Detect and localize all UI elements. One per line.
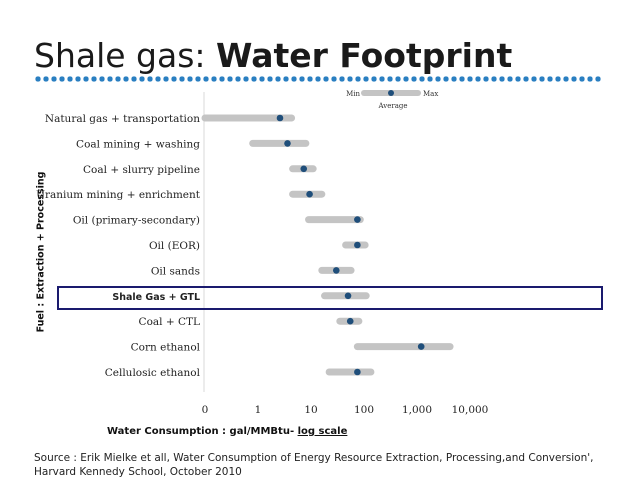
average-dot [284,140,291,147]
x-tick-label: 1,000 [402,404,432,416]
average-dot [346,317,354,325]
row-label: Oil (primary-secondary) [73,215,200,227]
chart-row: Coal + slurry pipeline [83,164,317,176]
chart-row: Shale Gas + GTL [112,292,370,303]
average-dot [417,343,425,350]
average-dot [354,216,361,223]
slide-title-plain: Shale gas: [34,36,217,75]
row-label: Coal mining + washing [76,138,200,150]
title-dotted-divider [34,76,602,82]
row-label: Shale Gas + GTL [112,292,200,303]
average-dot [300,165,308,173]
x-tick-label: 0 [202,404,209,416]
row-label: Coal + CTL [139,316,200,328]
x-axis-label: Water Consumption : gal/MMBtu- log scale [107,426,347,437]
x-axis: 0 1 10 100 1,000 10,000 [202,404,489,416]
slide-title-bold: Water Footprint [216,36,513,75]
x-tick-label: 100 [354,404,374,416]
highlight-box [57,286,603,310]
x-axis-scale-label: log scale [297,426,348,437]
legend-average-label: Average [377,102,407,110]
chart-row: Oil sands [151,265,355,277]
chart-row: Natural gas + transportation [45,113,296,125]
average-dot [276,114,284,122]
average-dot [332,267,340,274]
chart-legend: Min Max Average [346,90,438,110]
legend-max-label: Max [423,90,438,98]
chart-row: Oil (primary-secondary) [73,215,364,227]
legend-average-dot [388,90,394,96]
chart-row: Coal mining + washing [76,138,310,150]
chart-row: Cellulosic ethanol [105,367,375,379]
average-dot [354,241,361,249]
average-dot [306,190,313,198]
chart-row: Uranium mining + enrichment [36,189,326,201]
average-dot [354,368,361,376]
row-label: Corn ethanol [131,342,201,354]
y-axis-label: Fuel : Extraction + Processing [35,171,47,333]
row-label: Coal + slurry pipeline [83,164,200,176]
row-label: Cellulosic ethanol [105,367,201,379]
chart-rows: Natural gas + transportation Coal mining … [36,113,454,379]
average-dot [344,292,352,300]
legend-min-label: Min [346,90,360,98]
x-axis-label-text: Water Consumption : gal/MMBtu- [107,426,295,437]
chart-row: Oil (EOR) [149,240,369,252]
chart-row: Coal + CTL [139,316,363,328]
x-tick-label: 1 [255,404,262,416]
row-label: Natural gas + transportation [45,113,200,125]
slide-title: Shale gas: Water Footprint [34,36,512,75]
source-citation: Source : Erik Mielke et all, Water Consu… [34,452,594,478]
x-tick-label: 10,000 [452,404,489,416]
row-label: Oil (EOR) [149,240,200,252]
chart-row: Corn ethanol [131,342,454,354]
row-label: Oil sands [151,265,200,277]
x-tick-label: 10 [304,404,317,416]
row-label: Uranium mining + enrichment [36,189,201,201]
